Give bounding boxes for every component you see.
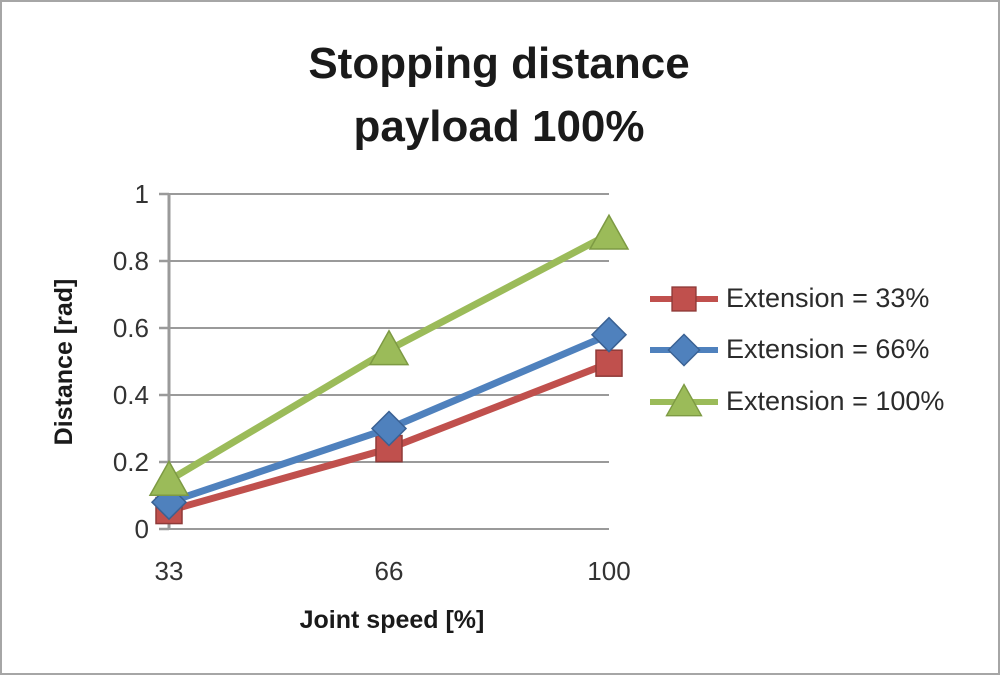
- y-axis-tick-labels: 0 0.2 0.4 0.6 0.8 1: [113, 179, 149, 544]
- legend-label: Extension = 100%: [726, 386, 944, 416]
- data-point-marker-square: [595, 349, 623, 377]
- x-tick-label: 66: [375, 556, 404, 586]
- chart-title: Stopping distance: [308, 39, 689, 88]
- data-point-marker-square: [671, 286, 697, 312]
- x-axis-tick-labels: 33 66 100: [155, 556, 631, 586]
- data-point-marker-triangle: [368, 329, 410, 366]
- plot-series-group: [148, 213, 630, 525]
- y-axis-title: Distance [rad]: [50, 279, 78, 446]
- x-tick-label: 33: [155, 556, 184, 586]
- legend-label: Extension = 33%: [726, 283, 929, 313]
- data-point-marker-diamond: [370, 410, 408, 447]
- data-point-marker-diamond: [667, 333, 701, 367]
- y-tick-label: 0.4: [113, 380, 149, 410]
- legend-item[interactable]: Extension = 66%: [650, 333, 929, 367]
- legend-label: Extension = 66%: [726, 334, 929, 364]
- x-tick-label: 100: [587, 556, 630, 586]
- data-point-marker-triangle: [665, 383, 703, 417]
- data-point-marker-triangle: [588, 213, 630, 250]
- y-tick-label: 1: [135, 179, 149, 209]
- legend-item[interactable]: Extension = 33%: [650, 283, 929, 313]
- x-axis-title: Joint speed [%]: [300, 606, 485, 634]
- y-tick-label: 0.6: [113, 313, 149, 343]
- data-point-marker-diamond: [590, 316, 628, 353]
- y-tick-label: 0.8: [113, 246, 149, 276]
- y-tick-label: 0.2: [113, 447, 149, 477]
- chart-legend: Extension = 33% Extension = 66% Extension …: [650, 283, 944, 417]
- series-triangle: [148, 213, 630, 496]
- y-tick-label: 0: [135, 514, 149, 544]
- data-point-marker-triangle: [148, 459, 190, 496]
- y-axis-gridlines: [159, 192, 609, 531]
- chart-subtitle: payload 100%: [353, 102, 644, 151]
- legend-item[interactable]: Extension = 100%: [650, 383, 944, 417]
